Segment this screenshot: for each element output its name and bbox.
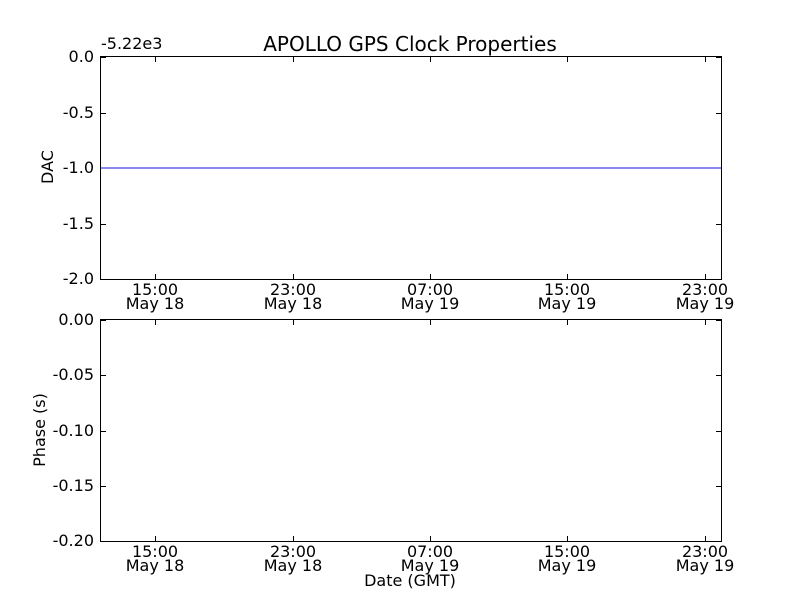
chart-title: APOLLO GPS Clock Properties: [263, 32, 557, 56]
x-tick-date: May 18: [125, 556, 185, 575]
y-tick-mark: [716, 486, 721, 487]
x-tick-mark: [705, 536, 706, 541]
x-tick-date: May 19: [400, 294, 460, 313]
x-tick-date: May 18: [125, 294, 185, 313]
x-tick-mark: [567, 320, 568, 325]
y-tick-mark: [101, 279, 106, 280]
y-axis-offset-text: -5.22e3: [101, 34, 163, 53]
y-tick-mark: [716, 57, 721, 58]
y-tick-mark: [716, 541, 721, 542]
y-tick-label: -0.15: [52, 476, 94, 495]
x-tick-mark: [430, 320, 431, 325]
x-tick-time: 23:00: [269, 280, 317, 299]
y-tick-mark: [101, 375, 106, 376]
y-tick-label: -1.0: [62, 158, 94, 177]
x-tick-time: 23:00: [681, 280, 729, 299]
y-tick-mark: [101, 486, 106, 487]
y-tick-mark: [101, 320, 106, 321]
x-tick-time: 15:00: [131, 542, 179, 561]
y-tick-label: -2.0: [62, 269, 94, 288]
x-tick-mark: [155, 57, 156, 62]
y-tick-mark: [101, 224, 106, 225]
x-tick-label: 15:00 May 18: [110, 542, 200, 575]
x-tick-label: 23:00 May 19: [660, 280, 750, 313]
y-tick-mark: [716, 320, 721, 321]
x-tick-time: 15:00: [543, 280, 591, 299]
x-tick-mark: [430, 57, 431, 62]
x-tick-label: 07:00 May 19: [385, 280, 475, 313]
y-tick-label: -1.5: [62, 214, 94, 233]
y-tick-mark: [101, 431, 106, 432]
x-tick-mark: [430, 274, 431, 279]
x-tick-date: May 19: [537, 556, 597, 575]
y-tick-mark: [716, 431, 721, 432]
x-tick-time: 07:00: [406, 280, 454, 299]
x-tick-date: May 18: [263, 294, 323, 313]
x-tick-date: May 19: [537, 294, 597, 313]
y-tick-mark: [101, 57, 106, 58]
y-tick-mark: [101, 541, 106, 542]
x-tick-label: 23:00 May 19: [660, 542, 750, 575]
y-tick-mark: [716, 113, 721, 114]
x-tick-time: 15:00: [543, 542, 591, 561]
y-tick-mark: [716, 375, 721, 376]
y-tick-label: -0.10: [52, 421, 94, 440]
x-tick-mark: [155, 536, 156, 541]
x-tick-time: 07:00: [406, 542, 454, 561]
x-tick-label: 15:00 May 19: [522, 280, 612, 313]
x-tick-mark: [155, 320, 156, 325]
x-tick-date: May 19: [675, 294, 735, 313]
x-tick-mark: [293, 536, 294, 541]
y-tick-label: 0.0: [68, 47, 94, 66]
x-tick-time: 23:00: [681, 542, 729, 561]
y-tick-label: -0.5: [62, 103, 94, 122]
dac-subplot-axes: 15:00 May 18 23:00 May 18 07:00 May 19 15:00 Ma…: [63, 48, 734, 312]
x-tick-label: 23:00 May 18: [248, 542, 338, 575]
y-tick-mark: [716, 224, 721, 225]
y-tick-mark: [101, 113, 106, 114]
x-tick-label: 07:00 May 19: [385, 542, 475, 575]
x-tick-mark: [293, 274, 294, 279]
x-tick-mark: [567, 57, 568, 62]
data-line-dac: [101, 167, 721, 169]
x-axis-label: Date (GMT): [364, 571, 456, 590]
y-axis-label-phase: Phase (s): [30, 392, 49, 467]
x-tick-mark: [155, 274, 156, 279]
x-tick-mark: [567, 536, 568, 541]
x-tick-mark: [293, 57, 294, 62]
x-tick-date: May 18: [263, 556, 323, 575]
x-tick-mark: [705, 320, 706, 325]
x-tick-date: May 19: [400, 556, 460, 575]
x-tick-mark: [293, 320, 294, 325]
y-tick-label: 0.00: [58, 310, 94, 329]
x-tick-mark: [567, 274, 568, 279]
x-tick-date: May 19: [675, 556, 735, 575]
x-tick-label: 15:00 May 18: [110, 280, 200, 313]
x-tick-time: 15:00: [131, 280, 179, 299]
x-tick-mark: [705, 57, 706, 62]
x-tick-mark: [430, 536, 431, 541]
x-tick-label: 15:00 May 19: [522, 542, 612, 575]
x-tick-label: 23:00 May 18: [248, 280, 338, 313]
phase-subplot-axes: 15:00 May 18 23:00 May 18 07:00 May 19 15:00 Ma…: [53, 311, 735, 574]
y-tick-label: -0.20: [52, 531, 94, 550]
y-tick-mark: [716, 279, 721, 280]
x-tick-mark: [705, 274, 706, 279]
x-tick-time: 23:00: [269, 542, 317, 561]
y-axis-label-dac: DAC: [38, 150, 57, 184]
y-tick-label: -0.05: [52, 365, 94, 384]
